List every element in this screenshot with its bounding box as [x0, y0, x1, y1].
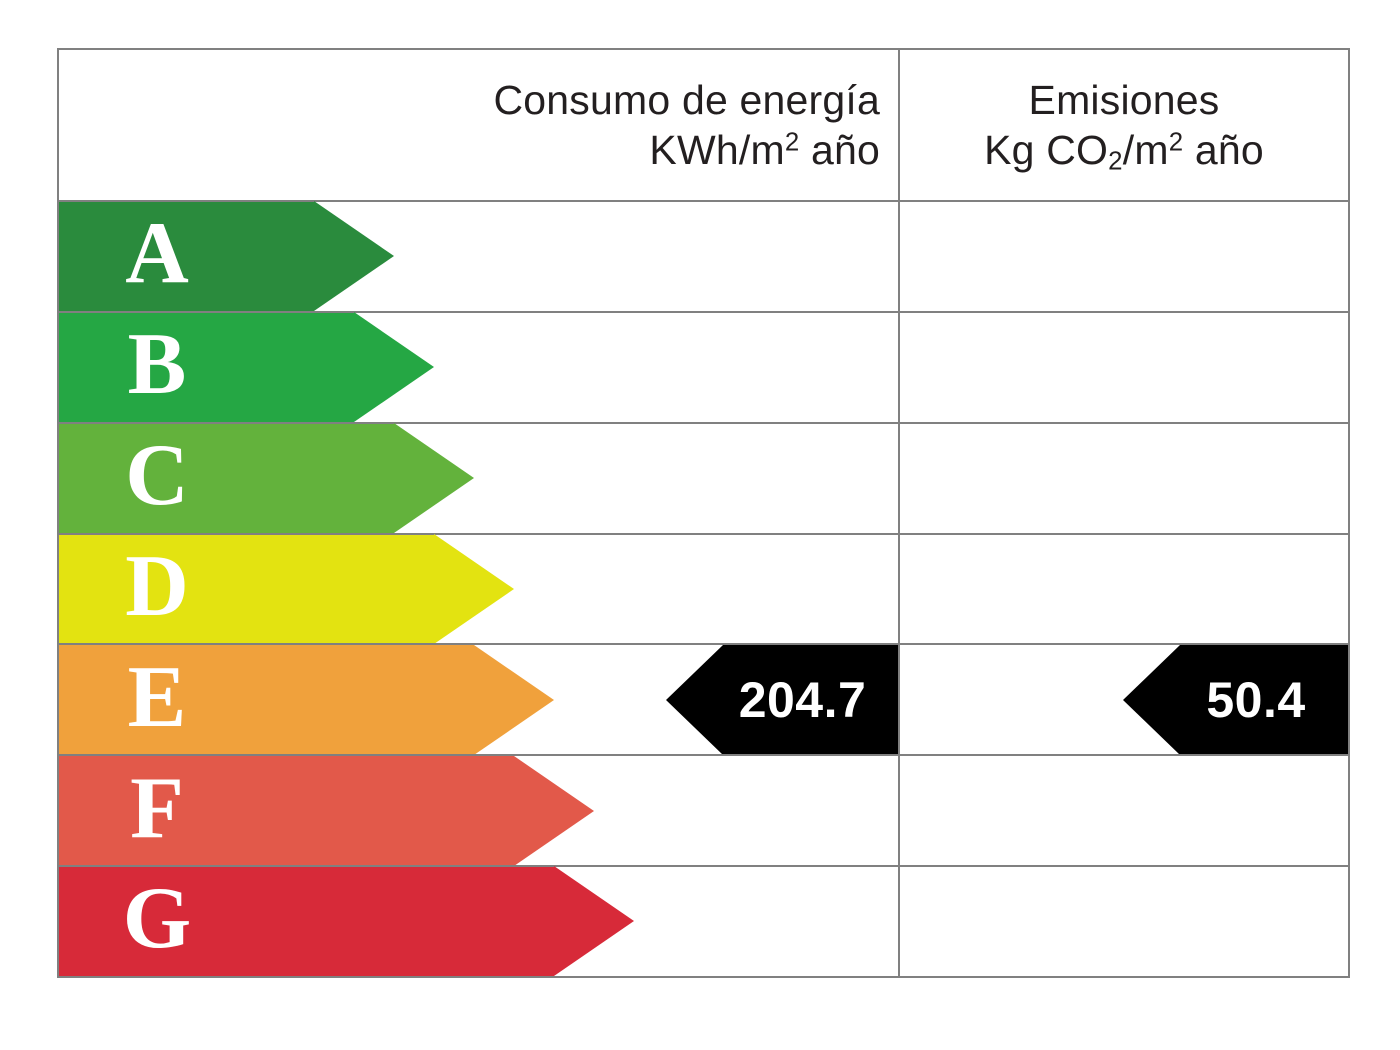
row-b-emisiones-cell	[900, 313, 1348, 422]
row-d-consumo-cell: D	[59, 533, 900, 644]
row-e-consumo-cell: E 204.7	[59, 644, 900, 755]
unit-superscript: 2	[784, 128, 800, 157]
row-b-consumo-cell: B	[59, 312, 900, 423]
row-e-emisiones-cell: 50.4	[900, 644, 1348, 755]
rating-letter-c: C	[125, 427, 189, 525]
emisiones-value-label: 50.4	[1206, 671, 1306, 728]
row-a-consumo-cell: A	[59, 201, 900, 312]
band-arrow-tip	[354, 312, 434, 423]
rating-letter-f: F	[130, 759, 184, 857]
unit-prefix: KWh/m	[649, 127, 785, 173]
unit-superscript: 2	[1168, 128, 1184, 157]
energy-certificate-table: Consumo de energía KWh/m2 año Emisiones …	[57, 48, 1350, 978]
rating-letter-b: B	[127, 316, 187, 414]
band-arrow-tip	[554, 866, 634, 977]
row-g-consumo-cell: G	[59, 866, 900, 977]
table-row: D	[59, 532, 1348, 644]
unit-subscript: 2	[1108, 147, 1123, 176]
header-consumo-title: Consumo de energía	[493, 76, 880, 123]
unit-prefix: Kg CO	[984, 127, 1109, 173]
marker-arrow-tip	[1123, 644, 1180, 755]
rating-letter-d: D	[125, 537, 189, 635]
band-body: F	[59, 756, 514, 866]
table-row: A	[59, 200, 1348, 312]
marker-arrow-tip	[666, 644, 723, 755]
marker-body: 50.4	[1180, 644, 1348, 755]
unit-suffix: año	[1183, 127, 1264, 173]
rating-letter-e: E	[127, 648, 187, 746]
band-body: E	[59, 645, 474, 755]
consumo-value-label: 204.7	[738, 671, 867, 728]
band-arrow-tip	[474, 644, 554, 755]
rating-band-d: D	[59, 533, 514, 644]
band-arrow-tip	[394, 423, 474, 534]
band-body: D	[59, 534, 434, 644]
band-body: G	[59, 867, 554, 976]
header-cell-consumo: Consumo de energía KWh/m2 año	[59, 50, 900, 200]
unit-suffix: año	[799, 127, 880, 173]
rating-band-f: F	[59, 755, 594, 866]
row-a-emisiones-cell	[900, 202, 1348, 311]
band-arrow-tip	[314, 201, 394, 312]
consumo-value-marker: 204.7	[666, 644, 898, 755]
band-body: A	[59, 202, 314, 311]
band-arrow-tip	[514, 755, 594, 866]
rating-band-e: E	[59, 644, 554, 755]
band-body: B	[59, 312, 354, 422]
header-emisiones-title: Emisiones	[1028, 76, 1220, 123]
rating-band-a: A	[59, 201, 394, 312]
rating-letter-a: A	[125, 205, 189, 303]
table-row: B	[59, 310, 1348, 423]
header-consumo-unit: KWh/m2 año	[649, 125, 880, 175]
row-d-emisiones-cell	[900, 535, 1348, 644]
row-g-emisiones-cell	[900, 867, 1348, 976]
unit-mid: /m	[1122, 127, 1169, 173]
row-f-consumo-cell: F	[59, 755, 900, 866]
rating-rows: A B	[59, 200, 1348, 977]
table-row: E 204.7 50.4	[59, 643, 1348, 755]
row-c-consumo-cell: C	[59, 423, 900, 534]
table-header-row: Consumo de energía KWh/m2 año Emisiones …	[59, 50, 1348, 200]
row-c-emisiones-cell	[900, 424, 1348, 533]
header-cell-emisiones: Emisiones Kg CO2/m2 año	[900, 50, 1348, 200]
table-row: G	[59, 865, 1348, 977]
table-row: F	[59, 754, 1348, 866]
band-body: C	[59, 423, 394, 533]
emisiones-value-marker: 50.4	[1123, 644, 1348, 755]
marker-body: 204.7	[723, 644, 898, 755]
rating-band-b: B	[59, 312, 434, 423]
table-row: C	[59, 421, 1348, 534]
row-f-emisiones-cell	[900, 756, 1348, 865]
band-arrow-tip	[434, 533, 514, 644]
header-emisiones-unit: Kg CO2/m2 año	[984, 125, 1264, 175]
rating-band-c: C	[59, 423, 474, 534]
rating-letter-g: G	[122, 870, 192, 968]
rating-band-g: G	[59, 866, 634, 977]
